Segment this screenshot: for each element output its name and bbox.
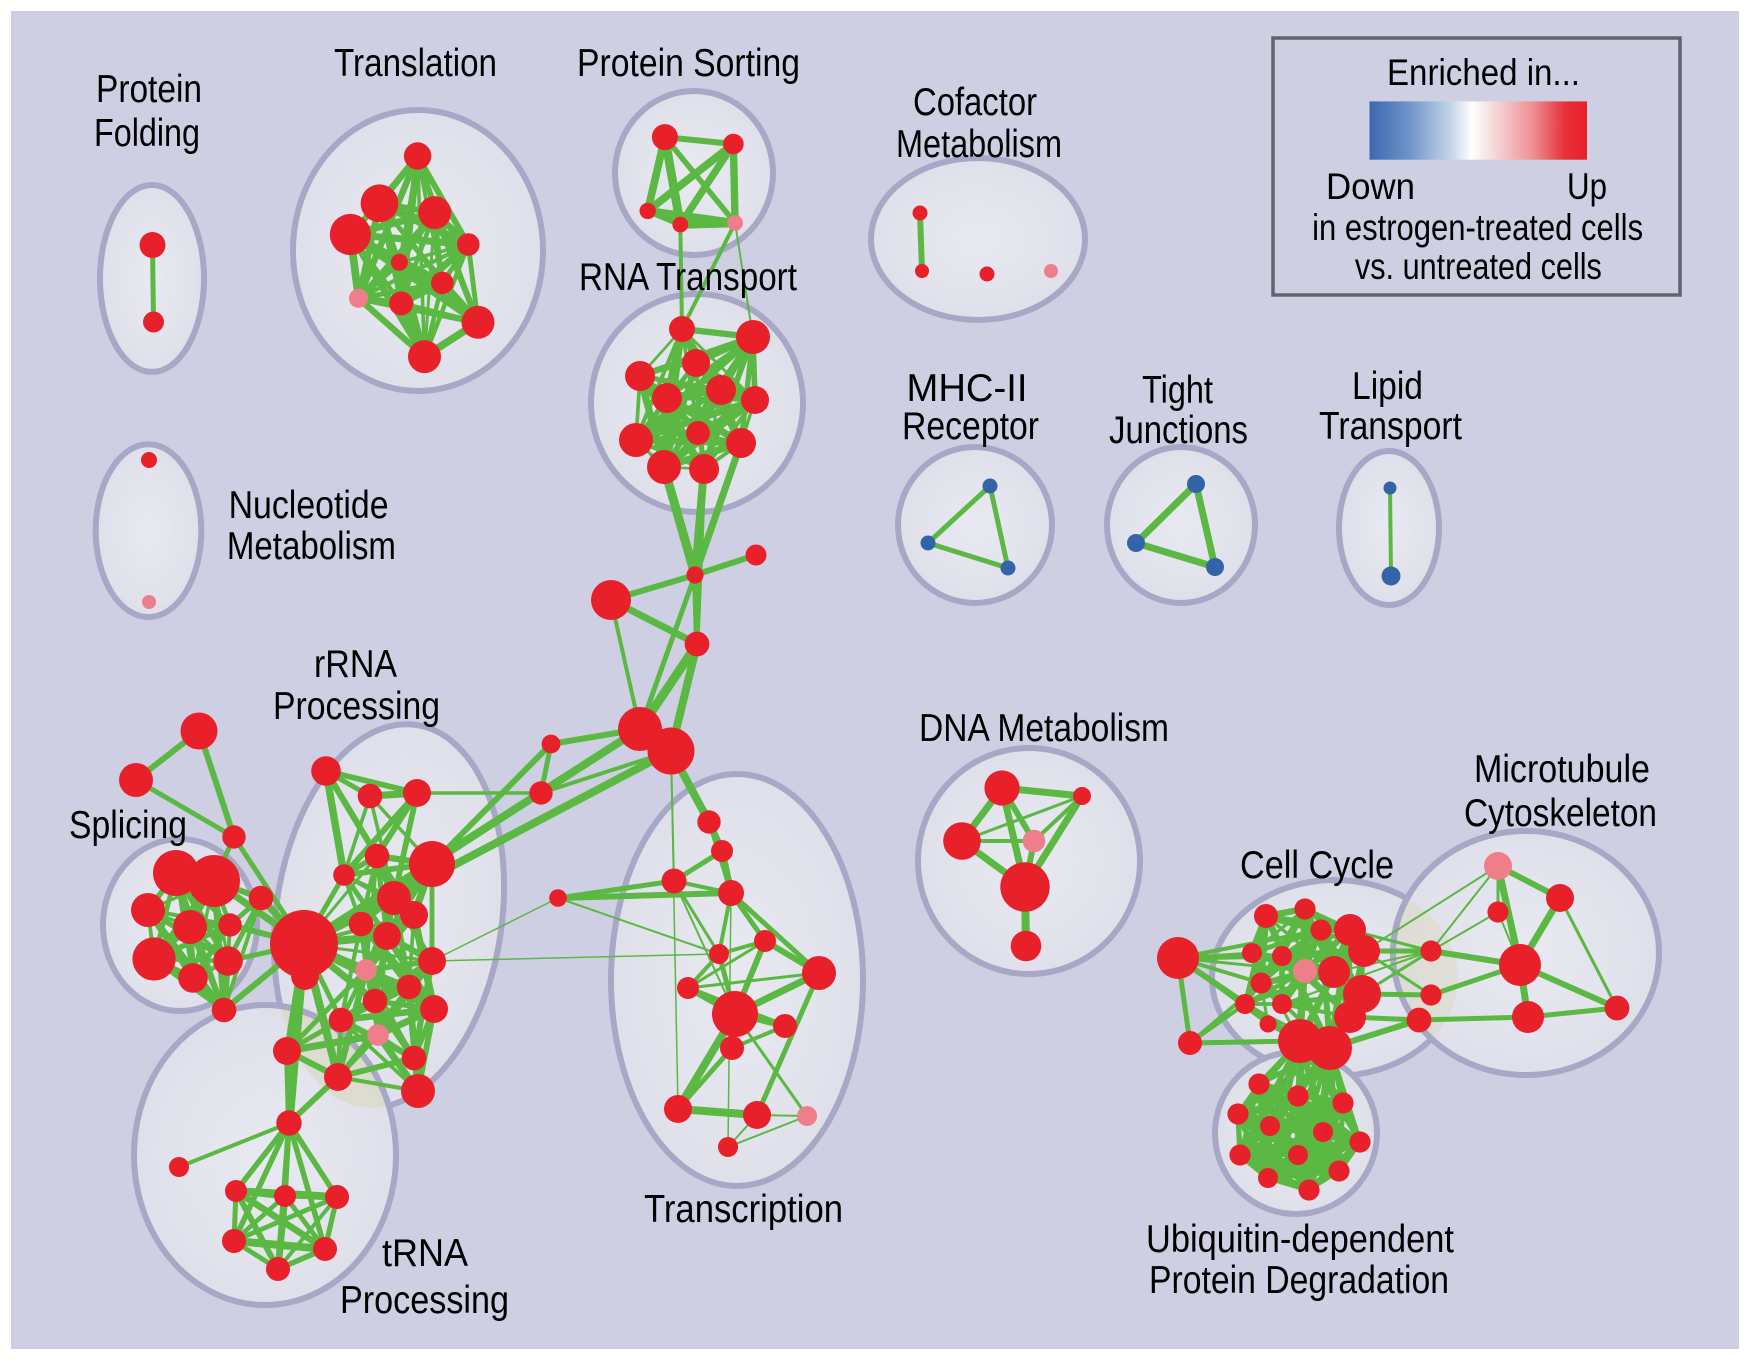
svg-text:Ubiquitin-dependent: Ubiquitin-dependent — [1146, 1218, 1454, 1261]
svg-text:in estrogen-treated cells: in estrogen-treated cells — [1312, 207, 1643, 248]
svg-text:Cell Cycle: Cell Cycle — [1240, 844, 1394, 887]
svg-text:Junctions: Junctions — [1109, 409, 1248, 452]
svg-text:Folding: Folding — [94, 112, 200, 155]
svg-text:Lipid: Lipid — [1352, 365, 1423, 408]
svg-text:Processing: Processing — [273, 685, 440, 728]
svg-text:Nucleotide: Nucleotide — [229, 484, 389, 527]
svg-text:Up: Up — [1567, 166, 1607, 207]
svg-text:rRNA: rRNA — [314, 643, 397, 686]
svg-text:Cofactor: Cofactor — [913, 81, 1037, 124]
svg-text:Metabolism: Metabolism — [896, 123, 1062, 166]
svg-text:Enriched in...: Enriched in... — [1387, 52, 1580, 93]
svg-text:Down: Down — [1326, 166, 1415, 207]
svg-text:Protein: Protein — [96, 68, 202, 111]
svg-text:DNA Metabolism: DNA Metabolism — [919, 707, 1169, 750]
svg-text:Transcription: Transcription — [644, 1188, 843, 1231]
svg-text:Metabolism: Metabolism — [227, 525, 396, 568]
svg-text:Protein Sorting: Protein Sorting — [577, 42, 800, 85]
svg-text:Tight: Tight — [1142, 369, 1213, 412]
svg-text:Splicing: Splicing — [69, 804, 187, 847]
svg-text:Protein Degradation: Protein Degradation — [1149, 1259, 1449, 1302]
svg-text:Translation: Translation — [334, 42, 497, 85]
svg-text:Cytoskeleton: Cytoskeleton — [1464, 792, 1657, 835]
svg-text:Receptor: Receptor — [902, 405, 1039, 448]
svg-text:Microtubule: Microtubule — [1474, 748, 1650, 791]
svg-text:RNA Transport: RNA Transport — [579, 256, 797, 299]
svg-text:tRNA: tRNA — [382, 1232, 468, 1275]
svg-text:vs. untreated cells: vs. untreated cells — [1355, 246, 1602, 287]
svg-text:Processing: Processing — [340, 1279, 509, 1322]
svg-text:Transport: Transport — [1319, 405, 1462, 448]
svg-text:MHC-II: MHC-II — [907, 367, 1028, 410]
